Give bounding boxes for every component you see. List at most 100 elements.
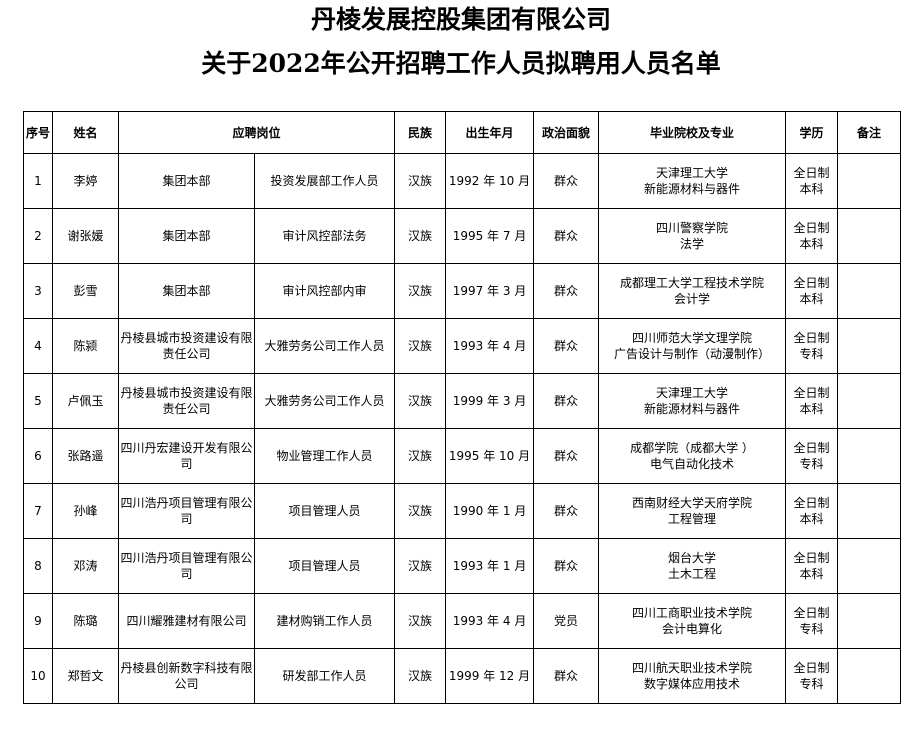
cell-education: 全日制 本科	[785, 538, 839, 594]
cell-education: 全日制 本科	[785, 208, 839, 264]
cell-political: 群众	[533, 153, 600, 209]
cell-unit: 集团本部	[118, 153, 255, 209]
header-ethnicity: 民族	[394, 111, 447, 154]
degree-level: 专科	[799, 457, 824, 471]
cell-education: 全日制 本科	[785, 373, 839, 429]
table-row: 1 李婷 集团本部 投资发展部工作人员 汉族 1992 年 10 月群众 天津理工大学 新能源…	[23, 153, 902, 209]
cell-post: 项目管理人员	[253, 538, 396, 594]
cell-school: 天津理工大学 新能源材料与器件	[598, 153, 787, 209]
degree-level: 本科	[799, 182, 824, 196]
cell-no: 6	[23, 428, 53, 484]
cell-birth: 1993 年 4 月	[445, 318, 535, 374]
cell-political: 群众	[533, 648, 600, 704]
table-row: 10 郑哲文 丹棱县创新数字科技有限公司 研发部工作人员 汉族 1999 年 12 月群众…	[23, 648, 902, 704]
cell-school: 四川警察学院 法学	[598, 208, 787, 264]
document-title: 丹棱发展控股集团有限公司	[310, 5, 611, 34]
cell-school: 四川工商职业技术学院 会计电算化	[598, 593, 787, 649]
cell-no: 3	[23, 263, 53, 319]
unit-text: 丹棱县创新数字科技有限公司	[120, 661, 253, 691]
cell-name: 张路遥	[52, 428, 119, 484]
table-row: 5 卢佩玉 丹棱县城市投资建设有限责任公司 大雅劳务公司工作人员 汉族 1999 年 3 …	[23, 373, 902, 429]
study-mode: 全日制	[793, 441, 830, 455]
cell-unit: 四川浩丹项目管理有限公司	[118, 483, 255, 539]
cell-remarks	[837, 153, 902, 209]
cell-birth: 1995 年 7 月	[445, 208, 535, 264]
cell-unit: 四川耀雅建材有限公司	[118, 593, 255, 649]
school-name: 烟台大学	[668, 551, 717, 565]
header-education: 学历	[785, 111, 839, 154]
degree-level: 本科	[799, 402, 824, 416]
header-name: 姓名	[52, 111, 119, 154]
cell-name: 谢张媛	[52, 208, 119, 264]
cell-name: 郑哲文	[52, 648, 119, 704]
study-mode: 全日制	[793, 386, 830, 400]
cell-name: 李婷	[52, 153, 119, 209]
unit-text: 集团本部	[162, 284, 211, 298]
degree-level: 专科	[799, 677, 824, 691]
cell-unit: 四川浩丹项目管理有限公司	[118, 538, 255, 594]
table-row: 3 彭雪 集团本部 审计风控部内审 汉族 1997 年 3 月群众 成都理工大学工程技术学院…	[23, 263, 902, 319]
cell-remarks	[837, 483, 902, 539]
cell-no: 2	[23, 208, 53, 264]
cell-ethnicity: 汉族	[394, 153, 447, 209]
cell-birth: 1993 年 4 月	[445, 593, 535, 649]
cell-post: 大雅劳务公司工作人员	[253, 373, 396, 429]
unit-text: 集团本部	[162, 174, 211, 188]
cell-political: 党员	[533, 593, 600, 649]
cell-remarks	[837, 318, 902, 374]
cell-birth: 1995 年 10 月	[445, 428, 535, 484]
cell-birth: 1999 年 3 月	[445, 373, 535, 429]
cell-school: 四川航天职业技术学院 数字媒体应用技术	[598, 648, 787, 704]
major-name: 新能源材料与器件	[644, 182, 741, 196]
cell-unit: 丹棱县城市投资建设有限责任公司	[118, 373, 255, 429]
major-name: 电气自动化技术	[650, 457, 735, 471]
cell-ethnicity: 汉族	[394, 648, 447, 704]
cell-birth: 1999 年 12 月	[445, 648, 535, 704]
cell-school: 天津理工大学 新能源材料与器件	[598, 373, 787, 429]
table-row: 6 张路遥 四川丹宏建设开发有限公司 物业管理工作人员 汉族 1995 年 10 月群众成…	[23, 428, 902, 484]
cell-ethnicity: 汉族	[394, 373, 447, 429]
major-name: 工程管理	[668, 512, 717, 526]
cell-birth: 1997 年 3 月	[445, 263, 535, 319]
cell-ethnicity: 汉族	[394, 483, 447, 539]
cell-remarks	[837, 648, 902, 704]
cell-political: 群众	[533, 208, 600, 264]
cell-birth: 1990 年 1 月	[445, 483, 535, 539]
table-row: 8 邓涛 四川浩丹项目管理有限公司 项目管理人员 汉族 1993 年 1 月群众 烟台大学土…	[23, 538, 902, 594]
unit-text: 集团本部	[162, 229, 211, 243]
cell-name: 彭雪	[52, 263, 119, 319]
header-no: 序号	[23, 111, 53, 154]
school-name: 四川警察学院	[656, 221, 729, 235]
study-mode: 全日制	[793, 221, 830, 235]
cell-name: 卢佩玉	[52, 373, 119, 429]
unit-text: 四川浩丹项目管理有限公司	[120, 551, 253, 581]
cell-education: 全日制 专科	[785, 318, 839, 374]
header-political: 政治面貌	[533, 111, 600, 154]
cell-remarks	[837, 538, 902, 594]
major-name: 广告设计与制作（动漫制作）	[614, 347, 771, 361]
cell-post: 建材购销工作人员	[253, 593, 396, 649]
school-name: 四川工商职业技术学院	[632, 606, 753, 620]
unit-text: 四川丹宏建设开发有限公司	[120, 441, 253, 471]
degree-level: 专科	[799, 347, 824, 361]
cell-post: 审计风控部内审	[253, 263, 396, 319]
school-name: 成都学院（成都大学 ）	[630, 441, 754, 455]
cell-school: 成都理工大学工程技术学院 会计学	[598, 263, 787, 319]
study-mode: 全日制	[793, 166, 830, 180]
header-birth: 出生年月	[445, 111, 535, 154]
cell-ethnicity: 汉族	[394, 263, 447, 319]
cell-education: 全日制 本科	[785, 263, 839, 319]
cell-political: 群众	[533, 538, 600, 594]
cell-unit: 集团本部	[118, 263, 255, 319]
cell-post: 项目管理人员	[253, 483, 396, 539]
cell-education: 全日制 专科	[785, 593, 839, 649]
cell-name: 陈璐	[52, 593, 119, 649]
cell-birth: 1992 年 10 月	[445, 153, 535, 209]
cell-birth: 1993 年 1 月	[445, 538, 535, 594]
study-mode: 全日制	[793, 496, 830, 510]
cell-education: 全日制 专科	[785, 648, 839, 704]
header-remarks: 备注	[837, 111, 902, 154]
cell-school: 烟台大学 土木工程	[598, 538, 787, 594]
major-name: 新能源材料与器件	[644, 402, 741, 416]
